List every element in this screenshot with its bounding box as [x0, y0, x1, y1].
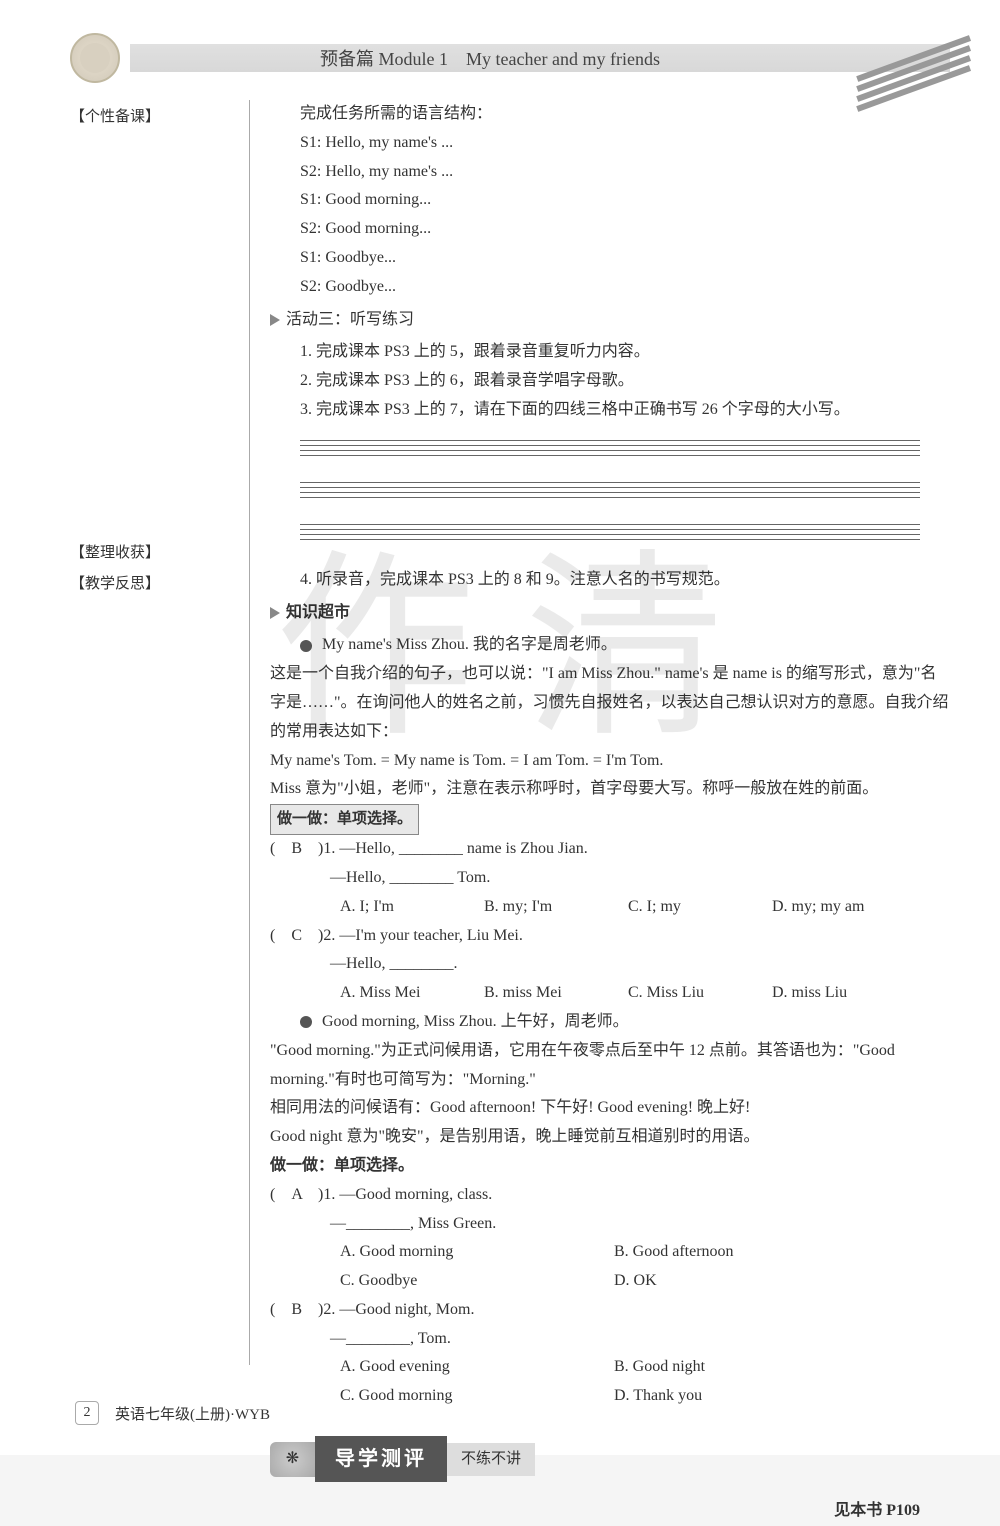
p1-q1: ( B )1. —Hello, ________ name is Zhou Ji… — [270, 835, 950, 864]
page-number: 2 — [75, 1401, 99, 1425]
content: 【个性备课】 【整理收获】 【教学反思】 完成任务所需的语言结构： S1: He… — [70, 100, 950, 1365]
assessment-sub: 不练不讲 — [447, 1443, 535, 1476]
option-b: B. Good night — [614, 1353, 884, 1382]
p2-q2-answer: B — [291, 1301, 302, 1318]
practice-label: 做一做：单项选择。 — [270, 1152, 950, 1181]
dialogue-line: S1: Good morning... — [300, 186, 950, 215]
p1-q2-answer: C — [291, 927, 302, 944]
page: 预备篇 Module 1 My teacher and my friends 【… — [0, 0, 1000, 1455]
stripe-decoration-icon — [850, 30, 950, 80]
option-c: C. Goodbye — [340, 1267, 610, 1296]
p2-q1-stem: )1. —Good morning, class. — [318, 1186, 492, 1203]
banner-decoration-icon: ❋ — [270, 1442, 315, 1477]
point1-para3: Miss 意为"小姐，老师"，注意在表示称呼时，首字母要大写。称呼一般放在姓的前… — [270, 775, 950, 804]
triangle-bullet-icon — [270, 607, 280, 619]
assessment-banner: ❋ 导学测评 不练不讲 — [270, 1436, 950, 1482]
activity-3-body: 1. 完成课本 PS3 上的 5，跟着录音重复听力内容。 2. 完成课本 PS3… — [270, 338, 950, 424]
option-a: A. Miss Mei — [340, 979, 480, 1008]
logo-inner-icon — [80, 43, 110, 73]
point2-para1: "Good morning."为正式问候用语，它用在午夜零点后至中午 12 点前… — [270, 1037, 950, 1095]
point2-title: Good morning, Miss Zhou. 上午好，周老师。 — [322, 1013, 629, 1030]
option-d: D. OK — [614, 1267, 884, 1296]
p1-q2-opts: A. Miss Mei B. miss Mei C. Miss Liu D. m… — [270, 979, 950, 1008]
sidebar: 【个性备课】 【整理收获】 【教学反思】 — [70, 100, 250, 1365]
option-a: A. Good morning — [340, 1238, 610, 1267]
p2-q2: ( B )2. —Good night, Mom. — [270, 1296, 950, 1325]
activity-item: 2. 完成课本 PS3 上的 6，跟着录音学唱字母歌。 — [300, 367, 950, 396]
p1-q2-line2: —Hello, ________. — [270, 950, 950, 979]
option-d: D. miss Liu — [772, 979, 912, 1008]
page-title: 预备篇 Module 1 My teacher and my friends — [130, 44, 950, 72]
activity-item-4: 4. 听录音，完成课本 PS3 上的 8 和 9。注意人名的书写规范。 — [270, 566, 950, 595]
point1-title: My name's Miss Zhou. 我的名字是周老师。 — [322, 636, 617, 653]
option-c: C. Good morning — [340, 1382, 610, 1411]
intro-header: 完成任务所需的语言结构： — [300, 100, 950, 129]
point1-para1: 这是一个自我介绍的句子，也可以说："I am Miss Zhou." name'… — [270, 660, 950, 746]
book-title: 英语七年级(上册)·WYB — [115, 1403, 270, 1424]
option-c: C. Miss Liu — [628, 979, 768, 1008]
activity-item: 1. 完成课本 PS3 上的 5，跟着录音重复听力内容。 — [300, 338, 950, 367]
sidebar-reflection: 【教学反思】 — [70, 572, 239, 593]
point-header: Good morning, Miss Zhou. 上午好，周老师。 — [300, 1008, 950, 1037]
dot-bullet-icon — [300, 640, 312, 652]
knowledge-point-1: My name's Miss Zhou. 我的名字是周老师。 — [270, 631, 950, 660]
option-a: A. Good evening — [340, 1353, 610, 1382]
option-d: D. Thank you — [614, 1382, 884, 1411]
activity-3-header: 活动三：听写练习 — [270, 306, 950, 335]
p2-q2-stem: )2. —Good night, Mom. — [318, 1301, 474, 1318]
logo-icon — [70, 33, 120, 83]
p2-q2-opts: A. Good evening B. Good night C. Good mo… — [270, 1353, 950, 1411]
dialogue-line: S1: Goodbye... — [300, 244, 950, 273]
knowledge-point-2: Good morning, Miss Zhou. 上午好，周老师。 — [270, 1008, 950, 1037]
option-b: B. Good afternoon — [614, 1238, 884, 1267]
option-b: B. miss Mei — [484, 979, 624, 1008]
option-d: D. my; my am — [772, 893, 912, 922]
p1-q2: ( C )2. —I'm your teacher, Liu Mei. — [270, 922, 950, 951]
header: 预备篇 Module 1 My teacher and my friends — [70, 30, 950, 85]
p2-q1-opts: A. Good morning B. Good afternoon C. Goo… — [270, 1238, 950, 1296]
p2-q1: ( A )1. —Good morning, class. — [270, 1181, 950, 1210]
dot-bullet-icon — [300, 1016, 312, 1028]
main-content: 完成任务所需的语言结构： S1: Hello, my name's ... S2… — [250, 100, 950, 1365]
sidebar-personal-prep: 【个性备课】 — [70, 105, 239, 126]
point2-para3: Good night 意为"晚安"，是告别用语，晚上睡觉前互相道别时的用语。 — [270, 1123, 950, 1152]
activity-3-title: 活动三：听写练习 — [286, 306, 414, 335]
intro-block: 完成任务所需的语言结构： S1: Hello, my name's ... S2… — [270, 100, 950, 302]
sidebar-summary: 【整理收获】 — [70, 541, 239, 562]
point1-para2: My name's Tom. = My name is Tom. = I am … — [270, 747, 950, 776]
four-line-grid — [300, 440, 920, 544]
practice-box: 做一做：单项选择。 — [270, 804, 419, 835]
practice-label: 做一做：单项选择。 — [270, 804, 950, 835]
p1-q1-opts: A. I; I'm B. my; I'm C. I; my D. my; my … — [270, 893, 950, 922]
option-a: A. I; I'm — [340, 893, 480, 922]
p1-q1-stem: )1. —Hello, ________ name is Zhou Jian. — [318, 840, 588, 857]
p2-q1-answer: A — [291, 1186, 302, 1203]
dialogue-line: S1: Hello, my name's ... — [300, 129, 950, 158]
dialogue-line: S2: Goodbye... — [300, 273, 950, 302]
assessment-ref: 见本书 P109 — [270, 1497, 950, 1526]
triangle-bullet-icon — [270, 314, 280, 326]
p2-q1-line2: —________, Miss Green. — [270, 1210, 950, 1239]
practice-box: 做一做：单项选择。 — [270, 1157, 414, 1174]
knowledge-market-header: 知识超市 — [270, 599, 950, 628]
point2-para2: 相同用法的问候语有：Good afternoon! 下午好! Good even… — [270, 1094, 950, 1123]
p1-q1-answer: B — [291, 840, 302, 857]
activity-item: 3. 完成课本 PS3 上的 7，请在下面的四线三格中正确书写 26 个字母的大… — [300, 396, 950, 425]
p1-q2-stem: )2. —I'm your teacher, Liu Mei. — [318, 927, 523, 944]
point-header: My name's Miss Zhou. 我的名字是周老师。 — [300, 631, 950, 660]
assessment-title: 导学测评 — [315, 1436, 447, 1482]
p2-q2-line2: —________, Tom. — [270, 1325, 950, 1354]
dialogue-line: S2: Good morning... — [300, 215, 950, 244]
p1-q1-line2: —Hello, ________ Tom. — [270, 864, 950, 893]
option-c: C. I; my — [628, 893, 768, 922]
knowledge-title: 知识超市 — [286, 599, 350, 628]
footer: 2 英语七年级(上册)·WYB — [75, 1401, 270, 1425]
dialogue-line: S2: Hello, my name's ... — [300, 158, 950, 187]
option-b: B. my; I'm — [484, 893, 624, 922]
